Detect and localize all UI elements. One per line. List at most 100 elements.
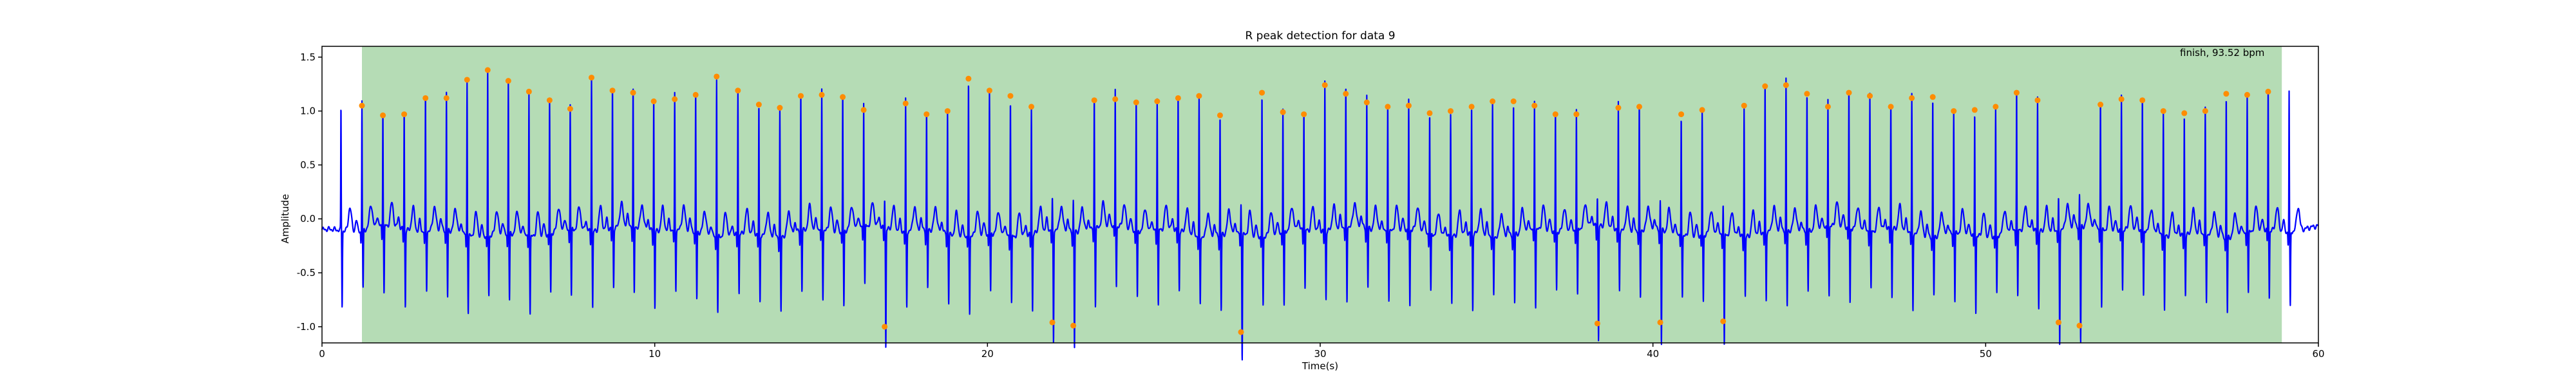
r-peak-marker [819, 91, 825, 98]
y-tick-label: 0.0 [300, 213, 316, 225]
r-peak-marker [1091, 97, 1097, 104]
y-tick-label: 1.5 [300, 51, 316, 63]
r-peak-marker [1636, 104, 1642, 110]
r-peak-marker [630, 89, 636, 96]
r-peak-marker [1573, 111, 1580, 118]
r-peak-marker [1552, 111, 1558, 118]
r-peak-marker [2265, 88, 2271, 95]
r-peak-marker [589, 75, 594, 81]
r-peak-marker [1824, 104, 1831, 110]
r-peak-marker [2076, 322, 2083, 329]
r-peak-marker [1280, 109, 1286, 115]
r-peak-marker [1951, 108, 1957, 115]
r-peak-marker [1699, 107, 1705, 113]
x-axis-label: Time(s) [1302, 360, 1338, 372]
r-peak-marker [380, 112, 386, 118]
r-peak-marker [797, 93, 804, 99]
r-peak-marker [860, 107, 867, 113]
y-axis-label: Amplitude [279, 194, 291, 244]
r-peak-marker [2118, 96, 2125, 102]
r-peak-marker [882, 324, 888, 330]
r-peak-marker [484, 67, 491, 73]
r-peak-marker [1468, 104, 1475, 110]
r-peak-marker [2181, 110, 2188, 116]
r-peak-marker [1238, 329, 1244, 335]
x-tick-label: 40 [1647, 348, 1659, 360]
r-peak-marker [777, 105, 783, 111]
r-peak-marker [1448, 108, 1454, 115]
r-peak-marker [464, 77, 470, 83]
r-peak-marker [1594, 320, 1600, 327]
x-tick-label: 10 [649, 348, 661, 360]
r-peak-marker [1510, 98, 1517, 104]
r-peak-marker [1385, 104, 1391, 110]
r-peak-marker [505, 78, 511, 84]
r-peak-marker [443, 95, 450, 101]
r-peak-marker [2223, 91, 2230, 97]
r-peak-marker [1196, 93, 1202, 99]
y-tick-label: -0.5 [297, 267, 316, 279]
r-peak-marker [735, 87, 741, 94]
r-peak-marker [1133, 99, 1139, 106]
r-peak-marker [944, 108, 951, 115]
r-peak-marker [1426, 110, 1433, 116]
r-peak-marker [1909, 95, 1915, 101]
r-peak-marker [1867, 93, 1873, 99]
y-tick-label: 0.5 [300, 159, 316, 170]
r-peak-marker [401, 111, 408, 118]
r-peak-marker [1657, 319, 1663, 326]
r-peak-marker [1783, 82, 1789, 88]
bpm-annotation: finish, 93.52 bpm [2180, 47, 2264, 59]
r-peak-marker [1363, 99, 1370, 106]
r-peak-marker [359, 102, 365, 109]
r-peak-marker [840, 94, 846, 100]
r-peak-marker [1804, 91, 1810, 97]
r-peak-marker [1678, 111, 1685, 118]
r-peak-marker [2160, 108, 2166, 115]
r-peak-marker [650, 98, 657, 104]
r-peak-marker [2244, 91, 2250, 98]
x-tick-label: 60 [2312, 348, 2324, 360]
x-tick-label: 20 [981, 348, 994, 360]
r-peak-marker [1321, 82, 1328, 88]
r-peak-marker [2098, 102, 2104, 108]
r-peak-marker [672, 96, 678, 102]
r-peak-marker [1070, 322, 1077, 329]
r-peak-marker [1028, 104, 1035, 110]
r-peak-marker [2034, 97, 2041, 104]
r-peak-marker [1971, 107, 1978, 113]
r-peak-marker [526, 88, 532, 95]
r-peak-marker [2202, 108, 2208, 115]
r-peak-marker [1154, 98, 1160, 104]
detection-window [362, 46, 2282, 343]
y-tick-label: 1.0 [300, 106, 316, 117]
x-tick-label: 30 [1314, 348, 1326, 360]
r-peak-marker [1301, 111, 1307, 118]
r-peak-marker [1490, 98, 1496, 104]
ecg-signal-line [321, 69, 2319, 361]
r-peak-marker [1720, 318, 1727, 324]
r-peak-marker [714, 73, 720, 80]
r-peak-marker [1049, 319, 1056, 326]
x-tick-label: 50 [1980, 348, 1992, 360]
r-peak-marker [1259, 89, 1265, 96]
r-peak-marker [986, 87, 992, 94]
x-tick-label: 0 [319, 348, 325, 360]
r-peak-marker [2013, 89, 2020, 96]
r-peak-marker [1217, 112, 1223, 118]
r-peak-marker [1741, 102, 1747, 109]
r-peak-marker [902, 100, 909, 107]
r-peak-marker [1929, 94, 1936, 100]
plot-layer: 0 10 20 30 40 50 60 -1.0 -0.5 0.0 0.5 1.0 1.5 [297, 46, 2325, 361]
chart-title: R peak detection for data 9 [1245, 30, 1395, 42]
r-peak-marker [567, 106, 573, 112]
r-peak-marker [546, 97, 553, 104]
r-peak-marker [1615, 105, 1622, 111]
r-peak-marker [1405, 102, 1412, 109]
r-peak-marker [755, 102, 762, 108]
r-peak-marker [1112, 96, 1119, 102]
r-peak-marker [1343, 91, 1349, 97]
y-tick-label: -1.0 [297, 321, 316, 333]
r-peak-marker [1007, 93, 1014, 99]
